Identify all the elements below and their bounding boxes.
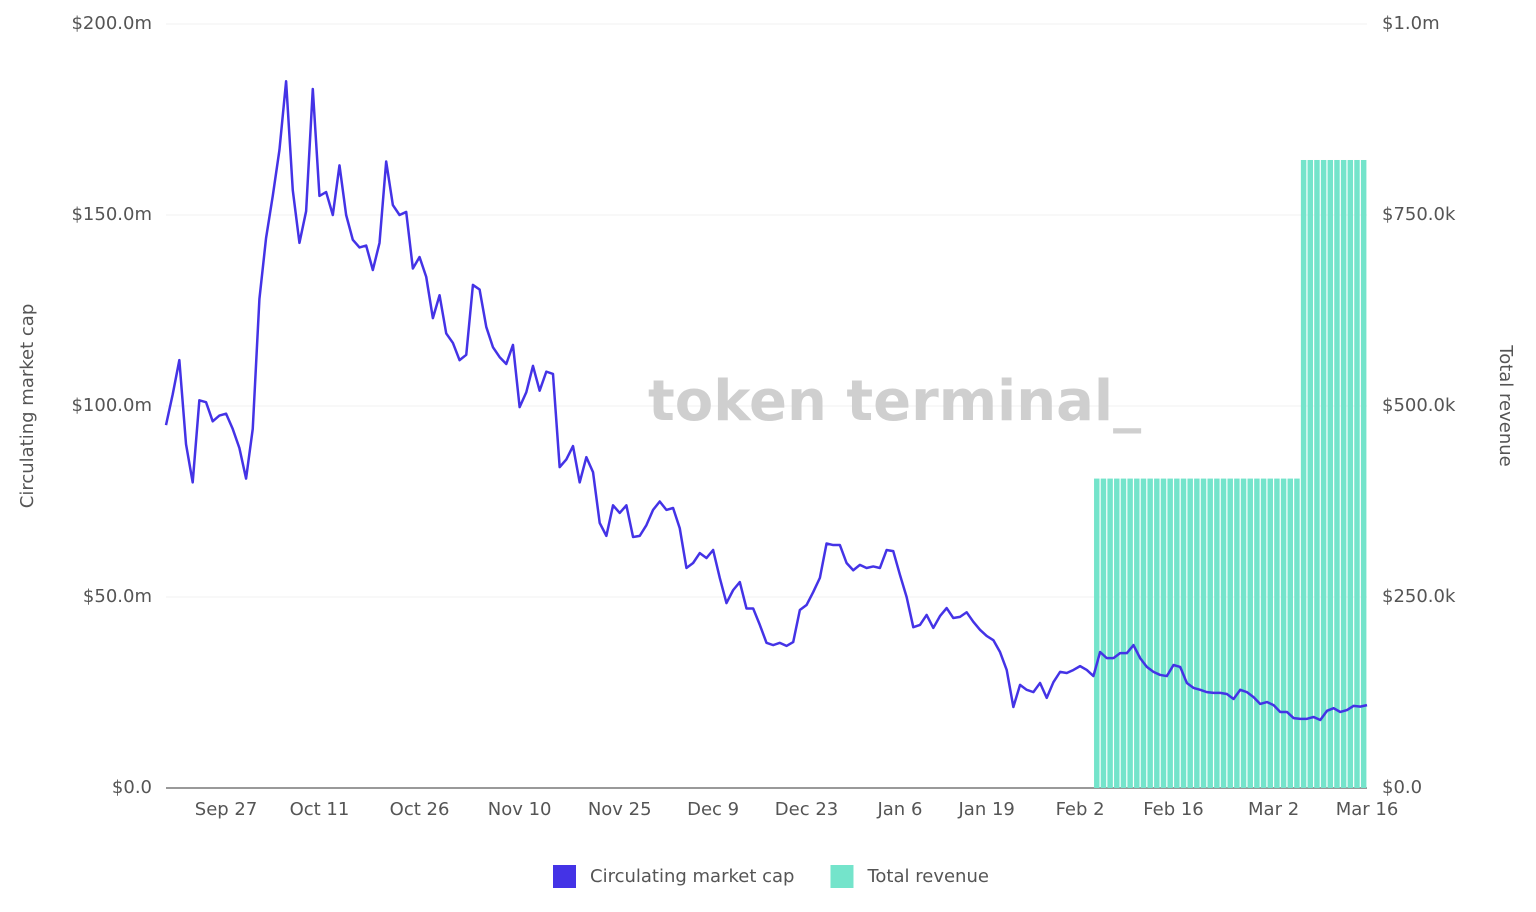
y-axis-title: Circulating market cap bbox=[17, 304, 38, 508]
revenue-bar bbox=[1267, 478, 1273, 788]
revenue-bar bbox=[1154, 478, 1160, 788]
y-tick-label: $100.0m bbox=[71, 395, 152, 416]
revenue-bar bbox=[1307, 159, 1314, 788]
revenue-bar bbox=[1147, 478, 1153, 788]
market-cap-line bbox=[164, 80, 1368, 722]
revenue-bar bbox=[1347, 159, 1354, 788]
x-tick-label: Feb 16 bbox=[1143, 799, 1204, 820]
x-tick-label: Mar 16 bbox=[1336, 799, 1399, 820]
revenue-bar bbox=[1160, 478, 1167, 788]
revenue-bar bbox=[1240, 478, 1247, 788]
revenue-bar bbox=[1094, 478, 1100, 788]
revenue-bar bbox=[1180, 478, 1187, 788]
revenue-bar bbox=[1340, 159, 1347, 788]
revenue-bar bbox=[1320, 159, 1327, 788]
revenue-bar bbox=[1140, 478, 1147, 788]
x-tick-label: Jan 6 bbox=[876, 799, 922, 820]
revenue-bar bbox=[1187, 478, 1193, 788]
revenue-bar bbox=[1260, 478, 1267, 788]
revenue-bar bbox=[1280, 478, 1287, 788]
revenue-bar bbox=[1247, 478, 1253, 788]
x-tick-label: Feb 2 bbox=[1056, 799, 1105, 820]
x-tick-label: Jan 19 bbox=[957, 799, 1014, 820]
revenue-bar bbox=[1194, 478, 1200, 788]
y2-tick-label: $250.0k bbox=[1382, 586, 1456, 607]
revenue-bar bbox=[1200, 478, 1207, 788]
y-tick-label: $0.0 bbox=[112, 777, 152, 798]
y2-tick-label: $0.0 bbox=[1382, 777, 1422, 798]
y-tick-label: $150.0m bbox=[71, 204, 152, 225]
watermark: token terminal_ bbox=[648, 369, 1141, 434]
revenue-bar bbox=[1300, 159, 1307, 788]
revenue-bar bbox=[1274, 478, 1280, 788]
revenue-bar bbox=[1107, 478, 1113, 788]
revenue-bar bbox=[1354, 159, 1360, 788]
x-tick-label: Dec 9 bbox=[687, 799, 739, 820]
revenue-bar bbox=[1360, 159, 1367, 788]
revenue-bar bbox=[1327, 159, 1334, 788]
revenue-bar bbox=[1287, 478, 1294, 788]
x-tick-label: Oct 11 bbox=[290, 799, 350, 820]
revenue-bar bbox=[1100, 478, 1107, 788]
revenue-bar bbox=[1120, 478, 1127, 788]
grid bbox=[166, 23, 1367, 789]
y2-tick-label: $750.0k bbox=[1382, 204, 1456, 225]
revenue-bar bbox=[1214, 478, 1220, 788]
x-tick-label: Sep 27 bbox=[195, 799, 258, 820]
revenue-bar bbox=[1234, 478, 1240, 788]
revenue-bar bbox=[1134, 478, 1140, 788]
y2-axis-title: Total revenue bbox=[1495, 344, 1516, 466]
revenue-bar bbox=[1334, 159, 1340, 788]
x-tick-label: Mar 2 bbox=[1248, 799, 1299, 820]
revenue-bar bbox=[1220, 478, 1227, 788]
x-tick-label: Dec 23 bbox=[775, 799, 838, 820]
revenue-bar bbox=[1294, 478, 1300, 788]
revenue-bar bbox=[1207, 478, 1213, 788]
revenue-bar bbox=[1254, 478, 1260, 788]
legend-label: Total revenue bbox=[866, 866, 988, 887]
x-tick-label: Nov 10 bbox=[488, 799, 552, 820]
revenue-bar bbox=[1167, 478, 1173, 788]
legend-swatch bbox=[553, 865, 576, 888]
revenue-bar bbox=[1314, 159, 1320, 788]
y2-tick-label: $1.0m bbox=[1382, 13, 1440, 34]
revenue-bar bbox=[1127, 478, 1133, 788]
revenue-bar bbox=[1114, 478, 1120, 788]
y-tick-label: $200.0m bbox=[71, 13, 152, 34]
revenue-bar bbox=[1227, 478, 1233, 788]
y-tick-label: $50.0m bbox=[83, 586, 152, 607]
x-tick-label: Oct 26 bbox=[390, 799, 450, 820]
legend-label: Circulating market cap bbox=[590, 866, 794, 887]
x-tick-label: Nov 25 bbox=[588, 799, 652, 820]
y2-tick-label: $500.0k bbox=[1382, 395, 1456, 416]
legend-swatch bbox=[830, 865, 854, 888]
revenue-bar bbox=[1174, 478, 1180, 788]
